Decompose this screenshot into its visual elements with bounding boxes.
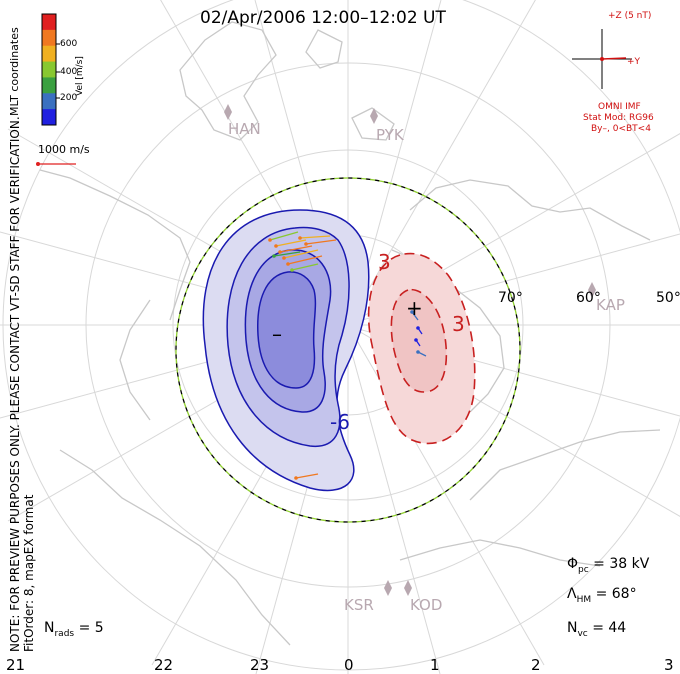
imf-z-label: +Z (5 nT) [608, 11, 652, 21]
station-kod: KOD [410, 596, 443, 614]
preview-note-line2: FitOrder: 8, mapEX format [22, 494, 36, 652]
coordinate-system-label: MLT coordinates [8, 27, 21, 116]
station-kap: KAP [596, 296, 625, 314]
mlt-label-21: 21 [6, 656, 26, 674]
contour-label-positive-inner: 3 [452, 312, 465, 336]
imf-model-line2: By–, 0<BT<4 [591, 124, 651, 134]
coastlines [39, 21, 661, 646]
negative-potential-cell [202, 209, 370, 492]
mlt-label-0: 0 [344, 656, 354, 674]
station-han: HAN [228, 120, 261, 138]
colorbar-segment [42, 14, 56, 31]
mlt-label-3: 3 [664, 656, 674, 674]
imf-model-line1: Stat Mod: RG96 [583, 113, 654, 123]
latitude-label-50: 50° [656, 290, 680, 306]
velocity-reference-label: 1000 m/s [38, 143, 90, 156]
hm-boundary-green [175, 177, 521, 523]
colorbar-tick-400: 400 [60, 67, 78, 77]
mlt-label-2: 2 [531, 656, 541, 674]
cross-polar-potential: Φpc = 38 kV [567, 556, 650, 575]
colorbar-segment [42, 93, 56, 110]
imf-dial [572, 29, 632, 89]
velocity-reference-vector [36, 162, 76, 166]
imf-source: OMNI IMF [598, 102, 641, 112]
latitude-label-60: 60° [576, 290, 601, 306]
latitude-label-70: 70° [498, 290, 523, 306]
station-markers [224, 104, 596, 596]
station-ksr: KSR [344, 596, 374, 614]
colorbar-tick-200: 200 [60, 93, 78, 103]
positive-potential-cell [367, 252, 476, 445]
colorbar-segment [42, 29, 56, 47]
colorbar-tick-600: 600 [60, 39, 78, 49]
colorbar-segment [42, 45, 56, 63]
colorbar-segment [42, 109, 56, 126]
map-title: 02/Apr/2006 12:00–12:02 UT [200, 8, 446, 28]
colorbar-ticks [56, 43, 60, 99]
velocity-colorbar [42, 14, 56, 126]
hm-latitude: ΛHM = 68° [567, 586, 637, 605]
colorbar-segment [42, 61, 56, 78]
velocity-vectors [269, 231, 427, 479]
preview-note-line1: NOTE: FOR PREVIEW PURPOSES ONLY. PLEASE … [8, 116, 22, 652]
radar-count: Nrads = 5 [44, 620, 104, 639]
imf-y-label: +Y [627, 57, 641, 67]
potential-max-marker: + [406, 296, 423, 320]
vector-count: Nvc = 44 [567, 620, 627, 639]
station-pyk: PYK [376, 126, 404, 144]
colorbar-frame [41, 13, 57, 126]
preview-note: NOTE: FOR PREVIEW PURPOSES ONLY. PLEASE … [8, 116, 36, 652]
vector-origins [268, 236, 420, 480]
potential-min-marker: – [272, 322, 282, 346]
mlt-label-22: 22 [154, 656, 174, 674]
contour-label-negative: -6 [330, 410, 350, 434]
mlt-label-23: 23 [250, 656, 270, 674]
mlt-label-1: 1 [430, 656, 440, 674]
colorbar-segment [42, 77, 56, 94]
colorbar-title: Vel [m/s] [75, 56, 85, 96]
contour-label-positive: 3 [378, 250, 391, 274]
